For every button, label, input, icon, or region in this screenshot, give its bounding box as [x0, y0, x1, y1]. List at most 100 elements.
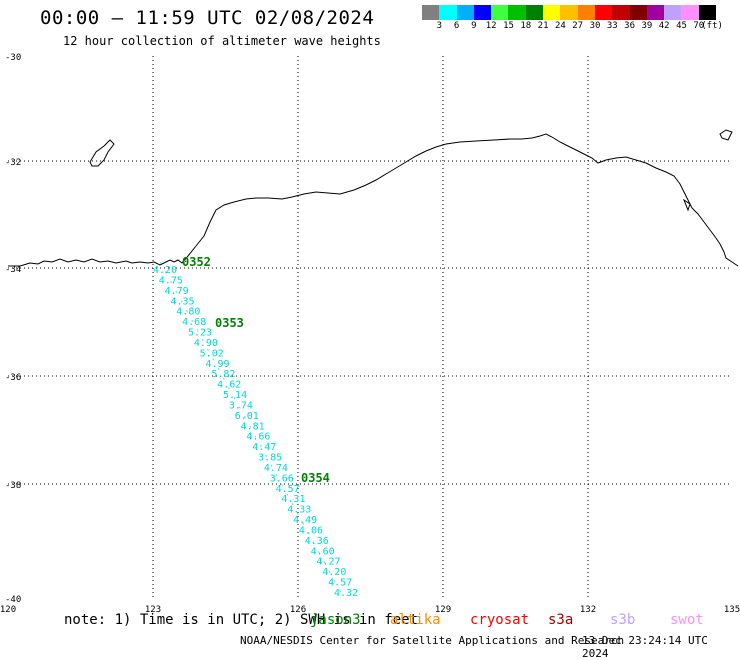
- colorbar-swatch: [612, 5, 630, 20]
- colorbar-swatch: [439, 5, 457, 20]
- colorbar-swatch: [422, 5, 440, 20]
- colorbar-labels: 3 6 9 12 15 18 21 24 27 30 33 36 39 42 45 70 (ft): [422, 21, 740, 33]
- wave-height-label: 4.74: [264, 463, 288, 474]
- lat-label: -32: [5, 158, 21, 168]
- wave-height-label: 4.33: [287, 505, 311, 516]
- colorbar-label: 12: [485, 21, 497, 31]
- colorbar-label: 45: [676, 21, 687, 31]
- colorbar-swatch: [543, 5, 561, 20]
- lat-label: -38: [5, 481, 21, 491]
- colorbar-swatch: [681, 5, 699, 20]
- lat-label: -36: [5, 373, 21, 383]
- pass-labels: 0352 0353 0354: [182, 255, 330, 485]
- colorbar-label: 18: [520, 21, 532, 31]
- latitude-labels: -30 -32 -34 -36 -38 -40: [5, 53, 21, 605]
- lat-label: -34: [5, 265, 21, 275]
- legend-s3a: s3a: [548, 612, 574, 628]
- colorbar-label: 21: [537, 21, 549, 31]
- lon-label: 126: [290, 605, 306, 615]
- pass-label: 0353: [215, 316, 244, 330]
- colorbar-label: 3: [436, 21, 443, 31]
- altimeter-track: 4.204.754.794.354.804.685.234.905.024.99…: [153, 261, 358, 601]
- wave-height-label: 5.82: [211, 369, 235, 380]
- pass-label: 0352: [182, 255, 211, 269]
- graticule: [8, 56, 732, 598]
- wave-height-label: 6.01: [235, 411, 259, 422]
- wave-height-label: 4.57: [328, 578, 352, 589]
- colorbar-swatch: [456, 5, 474, 20]
- map-title: 00:00 – 11:59 UTC 02/08/2024: [40, 7, 375, 29]
- colorbar-swatch: [473, 5, 492, 20]
- colorbar-label: 30: [589, 21, 601, 31]
- colorbar-label: 70: [693, 21, 705, 31]
- wave-height-label: 4.27: [316, 557, 340, 568]
- longitude-labels: 120 123 126 129 132 135: [0, 605, 740, 615]
- colorbar-label: 15: [503, 21, 514, 31]
- wave-height-label: 4.06: [299, 525, 323, 536]
- wave-height-label: 5.14: [223, 390, 247, 401]
- wave-height-label: 4.36: [305, 536, 329, 547]
- colorbar-label: (ft): [701, 21, 723, 31]
- wave-height-label: 4.35: [170, 296, 194, 307]
- wave-height-label: 4.57: [276, 484, 300, 495]
- legend-jason3: jason3: [310, 612, 361, 628]
- colorbar-label: 6: [453, 21, 460, 31]
- wave-height-colorbar: [422, 5, 717, 20]
- wave-height-label: 4.90: [194, 338, 218, 349]
- colorbar-label: 27: [572, 21, 584, 31]
- footer-timestamp: 13 Dec 23:24:14 UTC 2024: [582, 634, 708, 660]
- colorbar-swatch: [629, 5, 647, 20]
- wave-height-label: 4.62: [217, 380, 241, 391]
- wave-height-label: 4.68: [182, 317, 206, 328]
- wave-height-label: 4.49: [293, 515, 317, 526]
- lon-label: 123: [145, 605, 161, 615]
- wave-height-label: 4.81: [241, 421, 265, 432]
- wave-height-label: 4.20: [153, 265, 177, 276]
- lat-label: -40: [5, 595, 21, 605]
- colorbar-label: 42: [658, 21, 670, 31]
- colorbar-swatch: [664, 5, 682, 20]
- wave-height-label: 4.47: [252, 442, 276, 453]
- wave-height-label: 4.75: [159, 275, 183, 286]
- colorbar-swatch: [508, 5, 526, 20]
- colorbar-swatch: [560, 5, 578, 20]
- colorbar-swatch: [698, 5, 717, 20]
- colorbar-label: 36: [624, 21, 636, 31]
- lat-label: -30: [5, 53, 21, 63]
- wave-height-label: 4.60: [311, 546, 335, 557]
- lon-label: 129: [435, 605, 451, 615]
- legend-swot: swot: [670, 612, 704, 628]
- wave-height-label: 5.02: [200, 348, 224, 359]
- colorbar-swatch: [577, 5, 595, 20]
- wave-height-label: 4.80: [176, 307, 200, 318]
- wave-height-label: 3.66: [270, 473, 294, 484]
- wave-height-label: 3.74: [229, 400, 253, 411]
- lon-label: 120: [0, 605, 16, 615]
- lon-label: 135: [724, 605, 740, 615]
- wave-height-label: 5.23: [188, 328, 212, 339]
- colorbar-label: 24: [554, 21, 566, 31]
- colorbar-label: 9: [471, 21, 477, 31]
- note-text: note: 1) Time is in UTC; 2) SWH is in fe…: [64, 612, 419, 628]
- footer-agency: NOAA/NESDIS Center for Satellite Applica…: [240, 634, 625, 647]
- colorbar-label: 39: [641, 21, 653, 31]
- colorbar-label: 33: [606, 21, 618, 31]
- wave-height-label: 3.85: [258, 453, 282, 464]
- lon-label: 132: [580, 605, 596, 615]
- coastline-islands: [89, 129, 733, 212]
- wave-height-label: 4.20: [322, 567, 346, 578]
- wave-height-label: 4.32: [334, 588, 358, 599]
- map-subtitle: 12 hour collection of altimeter wave hei…: [63, 34, 381, 48]
- pass-label: 0354: [301, 471, 330, 485]
- legend-altika: altika: [390, 612, 441, 628]
- colorbar-swatch: [646, 5, 665, 20]
- legend-cryosat: cryosat: [470, 612, 530, 628]
- wave-height-label: 4.79: [165, 286, 189, 297]
- legend-s3b: s3b: [610, 612, 636, 628]
- colorbar-swatch: [525, 5, 544, 20]
- wave-height-label: 4.66: [246, 432, 270, 443]
- wave-height-label: 4.31: [281, 494, 305, 505]
- coastline: [8, 133, 739, 267]
- wave-height-label: 4.99: [206, 359, 230, 370]
